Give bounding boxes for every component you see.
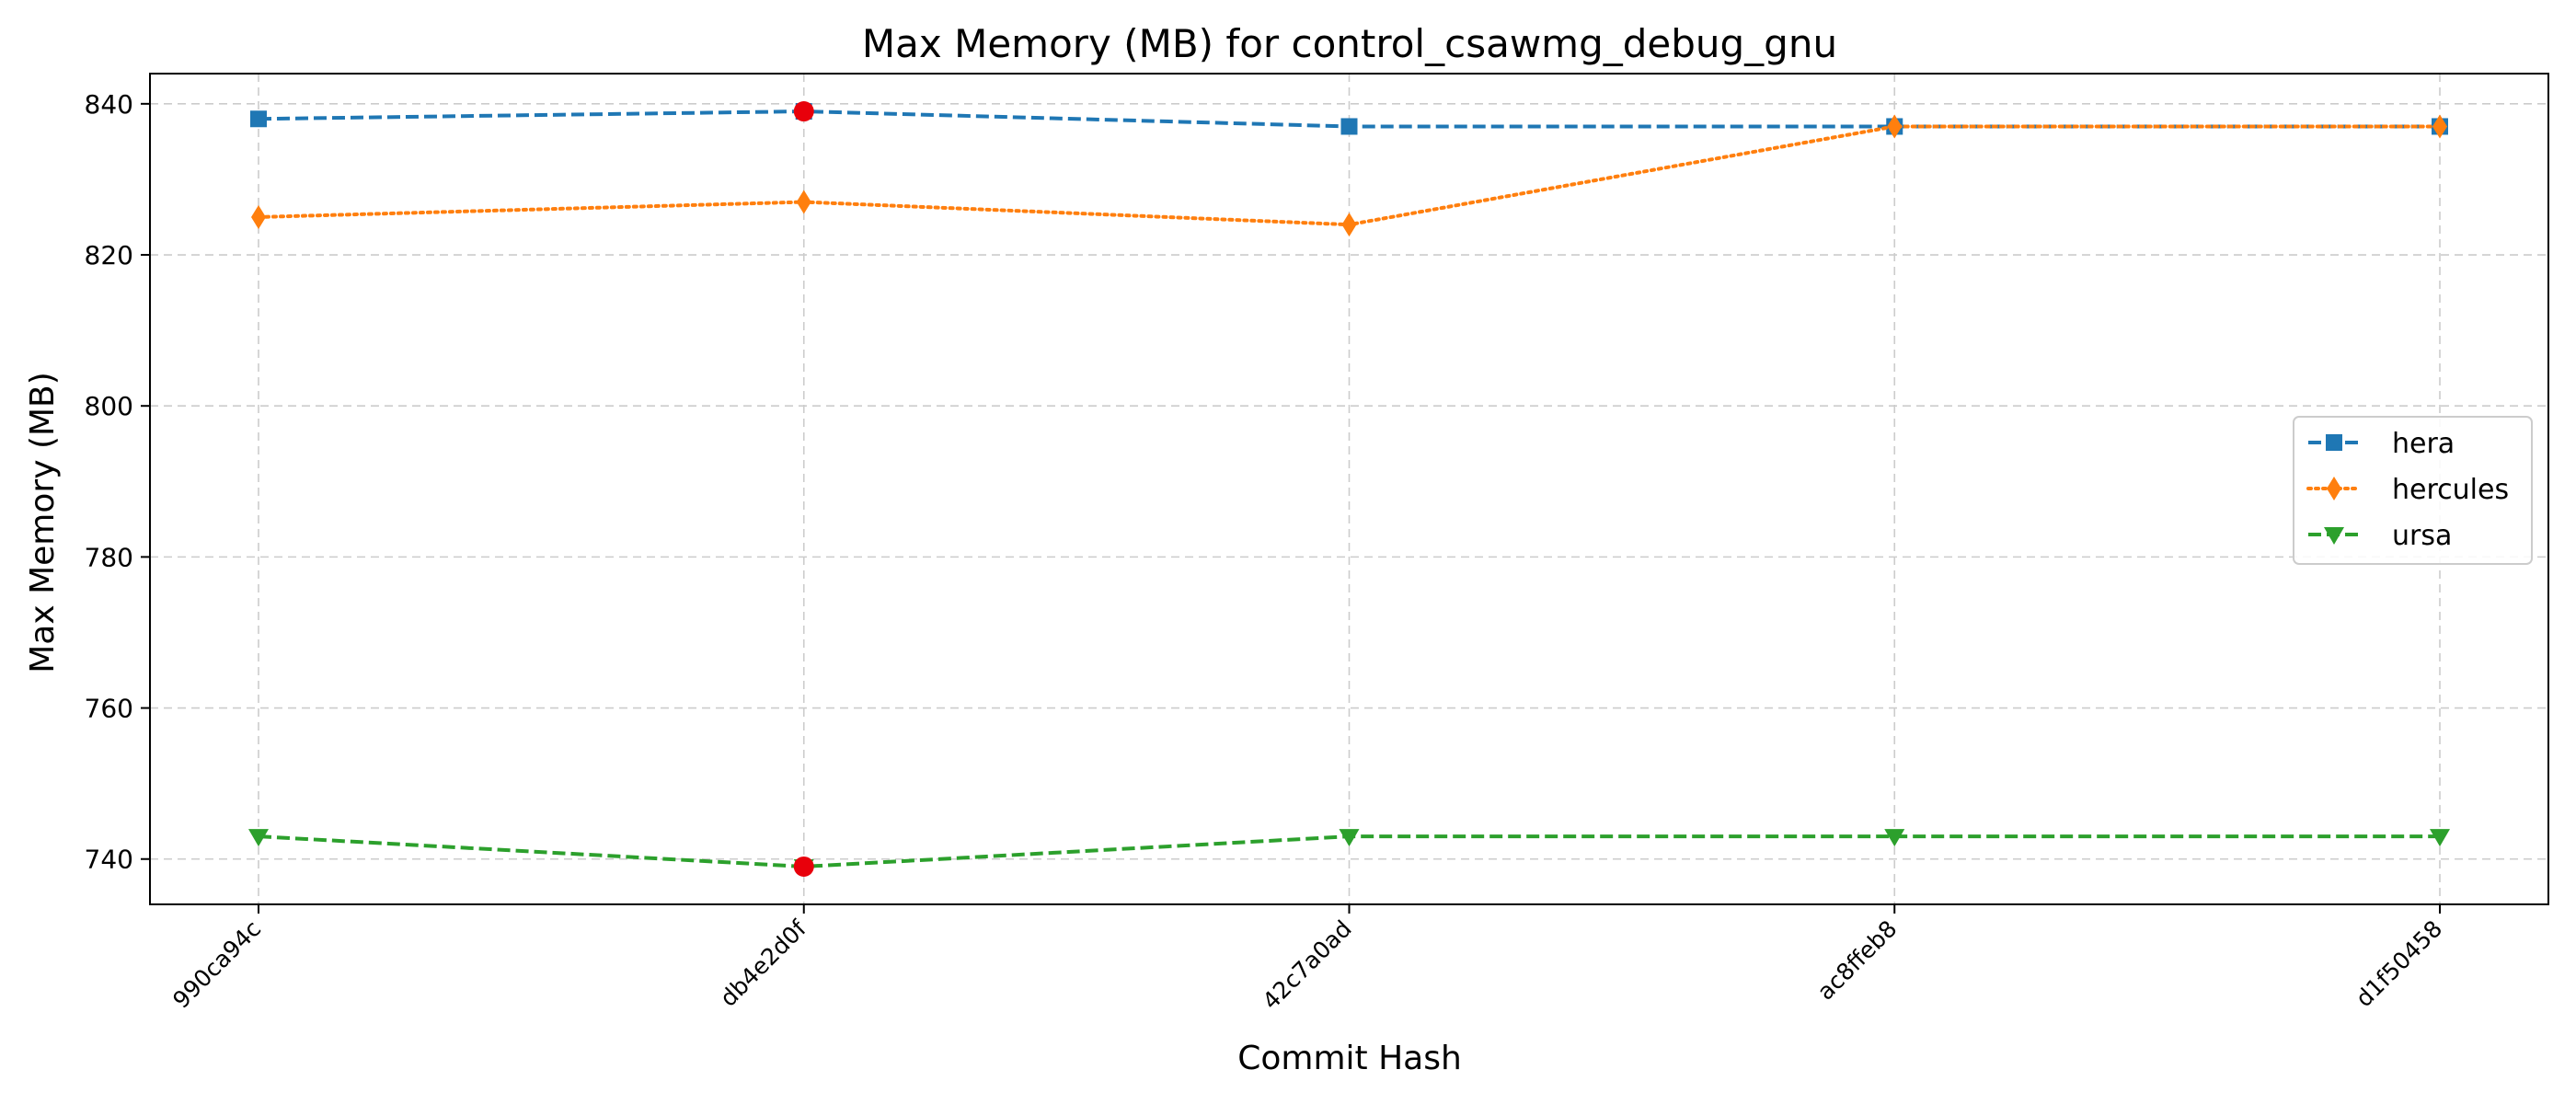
legend-box (2293, 416, 2533, 565)
data-point-hercules (1887, 114, 1903, 139)
series-hercules (251, 114, 2447, 237)
data-point-ursa (2430, 829, 2450, 847)
x-axis-label: Commit Hash (1237, 1040, 1462, 1077)
chart-title: Max Memory (MB) for control_csawmg_debug… (862, 21, 1837, 66)
series-layer (248, 101, 2450, 877)
legend-label-hera: hera (2392, 428, 2455, 460)
legend-label-hercules: hercules (2392, 474, 2509, 506)
legend-item-ursa: ursa (2308, 520, 2452, 552)
legend: hera hercules ursa (2293, 416, 2533, 565)
legend-item-hera: hera (2308, 428, 2455, 460)
x-tick-label: db4e2d0f (715, 914, 812, 1012)
data-point-hera (250, 110, 267, 128)
legend-label-ursa: ursa (2392, 520, 2452, 552)
y-axis-label: Max Memory (MB) (24, 372, 62, 673)
x-tick-label: d1f50458 (2351, 915, 2447, 1012)
y-tick-label: 760 (85, 694, 133, 724)
data-point-hercules (251, 204, 266, 229)
x-tick-label: ac8ffeb8 (1812, 915, 1903, 1006)
data-point-hercules (796, 190, 811, 214)
grid-layer (150, 74, 2548, 904)
y-tick-label: 780 (85, 542, 133, 572)
data-point-hercules (1341, 213, 1357, 237)
tick-layer: 740 760 780 800 820 840 990ca94c db4e2d0f 42c7a0… (85, 89, 2448, 1015)
y-tick-label: 840 (85, 89, 133, 120)
data-point-ursa (1339, 829, 1360, 847)
series-ursa (248, 829, 2450, 877)
legend-marker-hera (2326, 434, 2342, 451)
highlight-point-ursa (793, 856, 814, 877)
x-tick-label: 42c7a0ad (1258, 915, 1357, 1015)
y-tick-label: 820 (85, 240, 133, 270)
data-point-ursa (1884, 829, 1905, 847)
y-tick-label: 740 (85, 845, 133, 875)
highlight-point-hera (793, 101, 814, 122)
y-tick-label: 800 (85, 391, 133, 421)
data-point-ursa (248, 829, 269, 847)
x-tick-label: 990ca94c (167, 915, 266, 1014)
data-point-hercules (2432, 114, 2447, 139)
legend-marker-ursa (2324, 527, 2344, 545)
legend-item-hercules: hercules (2306, 474, 2509, 506)
legend-marker-hercules (2327, 477, 2341, 500)
data-point-hera (1340, 118, 1358, 135)
